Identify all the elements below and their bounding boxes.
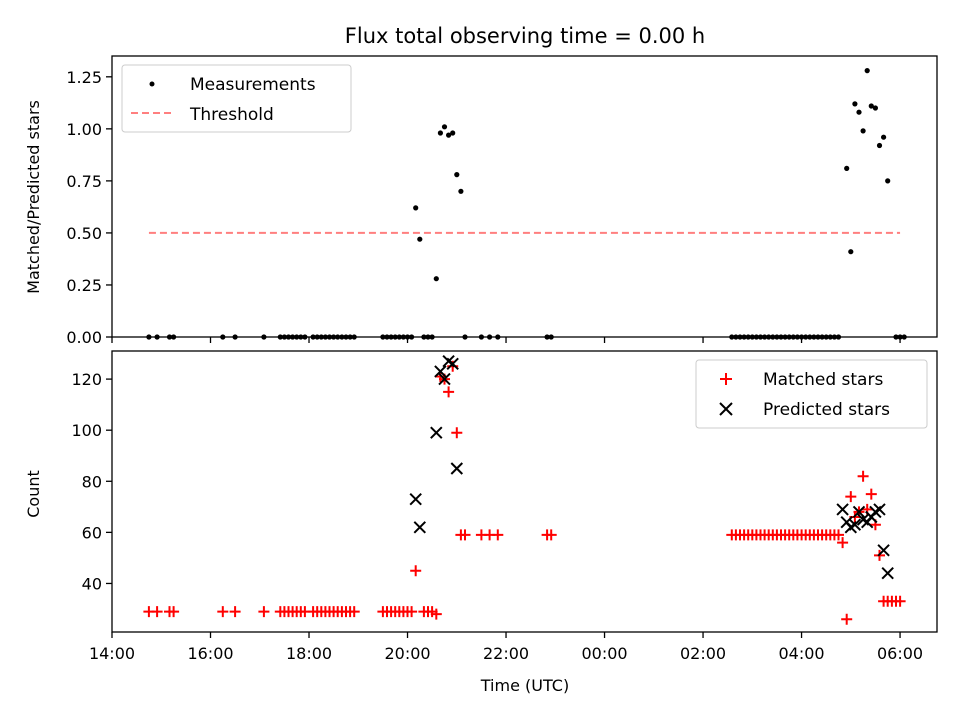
measurement-point (450, 130, 456, 136)
x-tick-label: 22:00 (483, 644, 529, 663)
bottom-y-axis-label: Count (24, 470, 43, 518)
matched-star-point (841, 613, 853, 625)
chart-title: Flux total observing time = 0.00 h (345, 24, 705, 48)
top-y-tick-label: 0.50 (66, 224, 102, 243)
predicted-star-point (450, 462, 464, 475)
measurement-point (860, 128, 866, 134)
measurement-point (446, 132, 452, 138)
matched-star-point (410, 565, 422, 577)
top-legend-box (121, 64, 352, 133)
predicted-star-point (446, 357, 459, 371)
measurement-point (844, 165, 850, 171)
legend-matched-marker (720, 373, 732, 385)
count-marks (143, 354, 906, 625)
predicted-star-point (852, 505, 866, 519)
matched-star-point (865, 488, 877, 500)
measurement-point (881, 134, 887, 140)
measurement-point (433, 276, 439, 282)
bottom-y-tick-label: 80 (82, 472, 102, 491)
bottom-axes-frame (111, 350, 938, 633)
measurement-point (458, 188, 464, 194)
x-axis-label: Time (UTC) (480, 676, 569, 695)
predicted-star-point (434, 365, 447, 378)
measurement-point (413, 205, 419, 211)
top-y-tick-label: 0.75 (66, 172, 102, 191)
legend-threshold-label: Threshold (189, 105, 274, 125)
top-y-ticks: 0.00 0.25 0.50 0.75 1.00 1.25 (66, 68, 112, 347)
x-tick-label: 06:00 (877, 644, 923, 663)
x-tick-label: 14:00 (89, 644, 135, 663)
matched-star-point (845, 491, 857, 503)
matched-star-point (545, 529, 557, 541)
matched-star-point (833, 529, 844, 541)
measurement-point (848, 249, 854, 255)
predicted-star-point (873, 503, 886, 516)
matched-star-point (258, 606, 270, 618)
matched-star-point (492, 529, 504, 541)
x-tick-label: 16:00 (187, 644, 233, 663)
legend-matched-label: Matched stars (763, 370, 883, 390)
measurement-point (856, 109, 862, 115)
top-panel: 0.00 0.25 0.50 0.75 1.00 1.25 Matched/Predict… (24, 55, 938, 347)
x-tick-label: 02:00 (680, 644, 726, 663)
bottom-y-tick-label: 40 (82, 574, 102, 593)
predicted-star-point (848, 518, 862, 531)
measurement-point (437, 130, 443, 136)
top-y-axis-label: Matched/Predicted stars (24, 100, 43, 294)
bottom-x-ticks: 14:00 16:00 18:00 20:00 22:00 00:00 02:00 04:00… (89, 632, 923, 663)
matched-star-point (168, 606, 180, 618)
x-tick-label: 04:00 (778, 644, 824, 663)
top-x-ticks (111, 337, 901, 343)
measurement-point (454, 172, 460, 178)
predicted-star-point (836, 503, 849, 516)
predicted-star-point (881, 566, 894, 580)
predicted-star-point (430, 426, 443, 439)
bottom-legend: Matched stars Predicted stars (695, 359, 928, 429)
matched-star-point (837, 537, 849, 549)
matched-star-point (451, 427, 463, 439)
matched-star-point (443, 386, 455, 398)
legend-predicted-marker (719, 402, 733, 416)
top-y-tick-label: 1.25 (66, 68, 102, 87)
bottom-legend-box (695, 359, 928, 429)
measurement-point (852, 101, 858, 107)
measurement-point (417, 236, 423, 242)
predicted-star-point (409, 492, 422, 506)
matched-star-point (430, 608, 442, 620)
matched-star-point (217, 606, 229, 618)
predicted-star-point (877, 544, 890, 557)
matched-star-point (459, 529, 471, 541)
bottom-y-tick-label: 100 (71, 421, 102, 440)
measurement-point (872, 105, 879, 111)
measurement-point (441, 124, 448, 130)
top-y-tick-label: 1.00 (66, 120, 102, 139)
x-tick-label: 00:00 (581, 644, 627, 663)
measurement-point (885, 178, 891, 184)
measurement-point (868, 103, 874, 109)
predicted-star-point (413, 521, 427, 534)
measurement-point (876, 142, 883, 149)
matched-star-point (348, 606, 360, 618)
legend-measurements-marker (149, 81, 155, 87)
matched-star-point (857, 470, 869, 482)
top-legend: Measurements Threshold (121, 64, 352, 133)
matched-star-point (406, 606, 418, 618)
top-y-tick-label: 0.00 (66, 328, 102, 347)
matched-star-point (151, 606, 163, 618)
bottom-y-tick-label: 120 (71, 370, 102, 389)
bottom-y-tick-label: 60 (82, 523, 102, 542)
x-tick-label: 18:00 (286, 644, 332, 663)
predicted-star-point (438, 372, 451, 386)
top-y-tick-label: 0.25 (66, 276, 102, 295)
legend-predicted-label: Predicted stars (763, 400, 890, 420)
top-axes-frame (111, 55, 938, 338)
bottom-panel: 40 60 80 100 120 14:00 16:00 18:00 20:00 22:00 00… (24, 350, 938, 695)
bottom-y-ticks: 40 60 80 100 120 (71, 370, 112, 593)
x-tick-label: 20:00 (384, 644, 430, 663)
measurement-point (864, 68, 870, 74)
matched-star-point (229, 606, 241, 618)
matched-star-point (894, 595, 906, 607)
legend-measurements-label: Measurements (190, 75, 316, 95)
